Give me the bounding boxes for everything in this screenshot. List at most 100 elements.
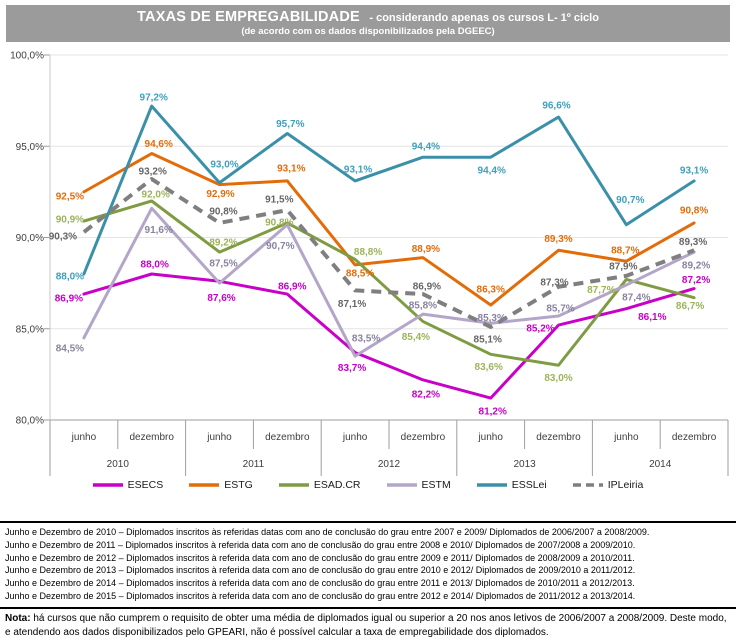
data-label-ESAD.CR: 87,7%	[587, 285, 615, 296]
data-label-ESECS: 86,9%	[278, 282, 306, 293]
data-label-IPLeiria: 91,5%	[265, 195, 293, 206]
data-label-ESECS: 86,1%	[638, 312, 666, 323]
data-label-ESSLei: 93,0%	[210, 159, 238, 170]
data-label-ESTG: 94,6%	[145, 139, 173, 150]
legend-swatch-IPLeiria	[572, 483, 603, 487]
series-line-ESTM	[82, 206, 696, 358]
x-tick-month: junho	[71, 432, 97, 443]
legend-item-ESECS: ESECS	[92, 479, 164, 491]
data-label-ESTG: 92,9%	[206, 189, 234, 200]
data-label-ESTM: 87,4%	[622, 292, 650, 303]
data-label-ESAD.CR: 88,8%	[354, 247, 382, 258]
data-label-ESTG: 88,7%	[611, 246, 639, 257]
note-line: Junho e Dezembro de 2013 – Diplomados in…	[5, 565, 636, 576]
series-line-ESAD.CR	[82, 199, 696, 367]
x-tick-month: junho	[206, 432, 232, 443]
chart-legend: ESECS ESTG ESAD.CR ESTM ESSLei IPLeiria	[0, 479, 736, 491]
employability-line-chart: 100,0% 95,0% 90,0% 85,0% 80,0% 2010 junho dezem…	[10, 51, 729, 476]
chart-title-line: TAXAS DE EMPREGABILIDADE - considerando …	[6, 9, 730, 26]
data-label-IPLeiria: 87,1%	[338, 299, 366, 310]
data-label-ESSLei: 94,4%	[478, 166, 506, 177]
data-label-ESECS: 85,2%	[526, 324, 554, 335]
data-label-ESTG: 88,9%	[412, 244, 440, 255]
data-label-ESAD.CR: 89,2%	[209, 238, 237, 249]
legend-swatch-ESECS	[92, 483, 123, 487]
data-label-ESSLei: 93,1%	[344, 164, 372, 175]
note-line: Junho e Dezembro de 2010 – Diplomados in…	[5, 527, 650, 537]
data-label-ESECS: 87,6%	[207, 293, 235, 304]
legend-item-ESTG: ESTG	[189, 479, 253, 491]
data-label-ESTG: 88,5%	[346, 268, 374, 279]
x-tick-month: dezembro	[265, 432, 310, 443]
data-label-ESTG: 86,3%	[477, 285, 505, 296]
legend-item-ESAD.CR: ESAD.CR	[278, 479, 361, 491]
data-label-ESECS: 86,9%	[55, 294, 83, 305]
chart-title-bar: TAXAS DE EMPREGABILIDADE - considerando …	[6, 5, 730, 42]
series-line-ESTG	[82, 152, 696, 307]
data-label-ESAD.CR: 85,4%	[402, 332, 430, 343]
y-tick-label: 85,0%	[16, 324, 44, 335]
note-line: Junho e Dezembro de 2011 – Diplomados in…	[5, 539, 636, 550]
data-label-ESECS: 82,2%	[412, 389, 440, 400]
data-label-ESAD.CR: 83,6%	[475, 362, 503, 373]
data-label-ESTM: 87,5%	[209, 259, 237, 270]
x-tick-month: junho	[613, 432, 639, 443]
x-tick-month: dezembro	[401, 432, 446, 443]
data-label-ESTM: 91,6%	[145, 225, 173, 236]
data-label-ESSLei: 94,4%	[412, 142, 440, 153]
series-line-ESSLei	[82, 104, 696, 276]
data-label-ESECS: 83,7%	[338, 363, 366, 374]
data-label-ESTG: 90,8%	[680, 205, 708, 216]
data-label-IPLeiria: 87,9%	[609, 261, 637, 272]
legend-label-ESAD.CR: ESAD.CR	[313, 479, 361, 491]
legend-item-ESSLei: ESSLei	[476, 479, 547, 491]
x-tick-month: dezembro	[536, 432, 581, 443]
data-label-ESTM: 83,5%	[352, 334, 380, 345]
legend-label-IPLeiria: IPLeiria	[607, 479, 644, 491]
data-label-ESSLei: 93,1%	[680, 165, 708, 176]
data-label-ESAD.CR: 92,0%	[142, 190, 170, 201]
data-label-IPLeiria: 86,9%	[413, 282, 441, 293]
y-tick-label: 80,0%	[16, 416, 44, 427]
divider-top	[0, 521, 736, 523]
data-label-ESSLei: 96,6%	[542, 101, 570, 112]
x-tick-year: 2010	[107, 459, 130, 470]
x-tick-year: 2013	[513, 459, 536, 470]
x-tick-year: 2012	[378, 459, 401, 470]
data-label-ESAD.CR: 90,8%	[265, 217, 293, 228]
legend-item-ESTM: ESTM	[386, 479, 451, 491]
data-label-ESTM: 84,5%	[56, 343, 84, 354]
legend-swatch-ESAD.CR	[278, 483, 309, 487]
data-label-IPLeiria: 89,3%	[679, 237, 707, 248]
data-label-IPLeiria: 87,3%	[540, 277, 568, 288]
x-tick-month: junho	[477, 432, 503, 443]
footnotes: Junho e Dezembro de 2010 – Diplomados in…	[0, 523, 736, 605]
legend-swatch-ESTM	[386, 483, 417, 487]
nota-paragraph: Nota: há cursos que não cumprem o requis…	[5, 612, 732, 640]
note-line: Junho e Dezembro de 2015 – Diplomados in…	[5, 590, 636, 601]
data-label-ESTM: 85,7%	[546, 303, 574, 314]
x-tick-month: junho	[342, 432, 368, 443]
data-label-ESECS: 81,2%	[479, 407, 507, 418]
data-label-ESSLei: 97,2%	[140, 93, 168, 104]
x-tick-month: dezembro	[672, 432, 717, 443]
data-label-ESAD.CR: 86,7%	[676, 301, 704, 312]
series-line-ESECS	[82, 272, 696, 400]
data-label-IPLeiria: 90,8%	[209, 206, 237, 217]
data-label-ESTM: 85,3%	[478, 313, 506, 324]
data-label-IPLeiria: 85,1%	[474, 334, 502, 345]
y-tick-label: 95,0%	[16, 142, 44, 153]
chart-title: TAXAS DE EMPREGABILIDADE	[137, 9, 360, 25]
legend-label-ESECS: ESECS	[127, 479, 164, 491]
data-label-ESSLei: 95,7%	[276, 119, 304, 130]
nota-label: Nota:	[5, 612, 31, 624]
data-label-ESTM: 85,8%	[409, 301, 437, 312]
data-label-ESECS: 87,2%	[682, 275, 710, 286]
nota-text: há cursos que não cumprem o requisito de…	[5, 612, 727, 638]
data-label-ESTM: 89,2%	[682, 261, 710, 272]
data-label-ESTG: 89,3%	[544, 234, 572, 245]
legend-swatch-ESSLei	[476, 483, 507, 487]
data-label-ESECS: 88,0%	[141, 260, 169, 271]
data-label-ESTG: 93,1%	[277, 163, 305, 174]
